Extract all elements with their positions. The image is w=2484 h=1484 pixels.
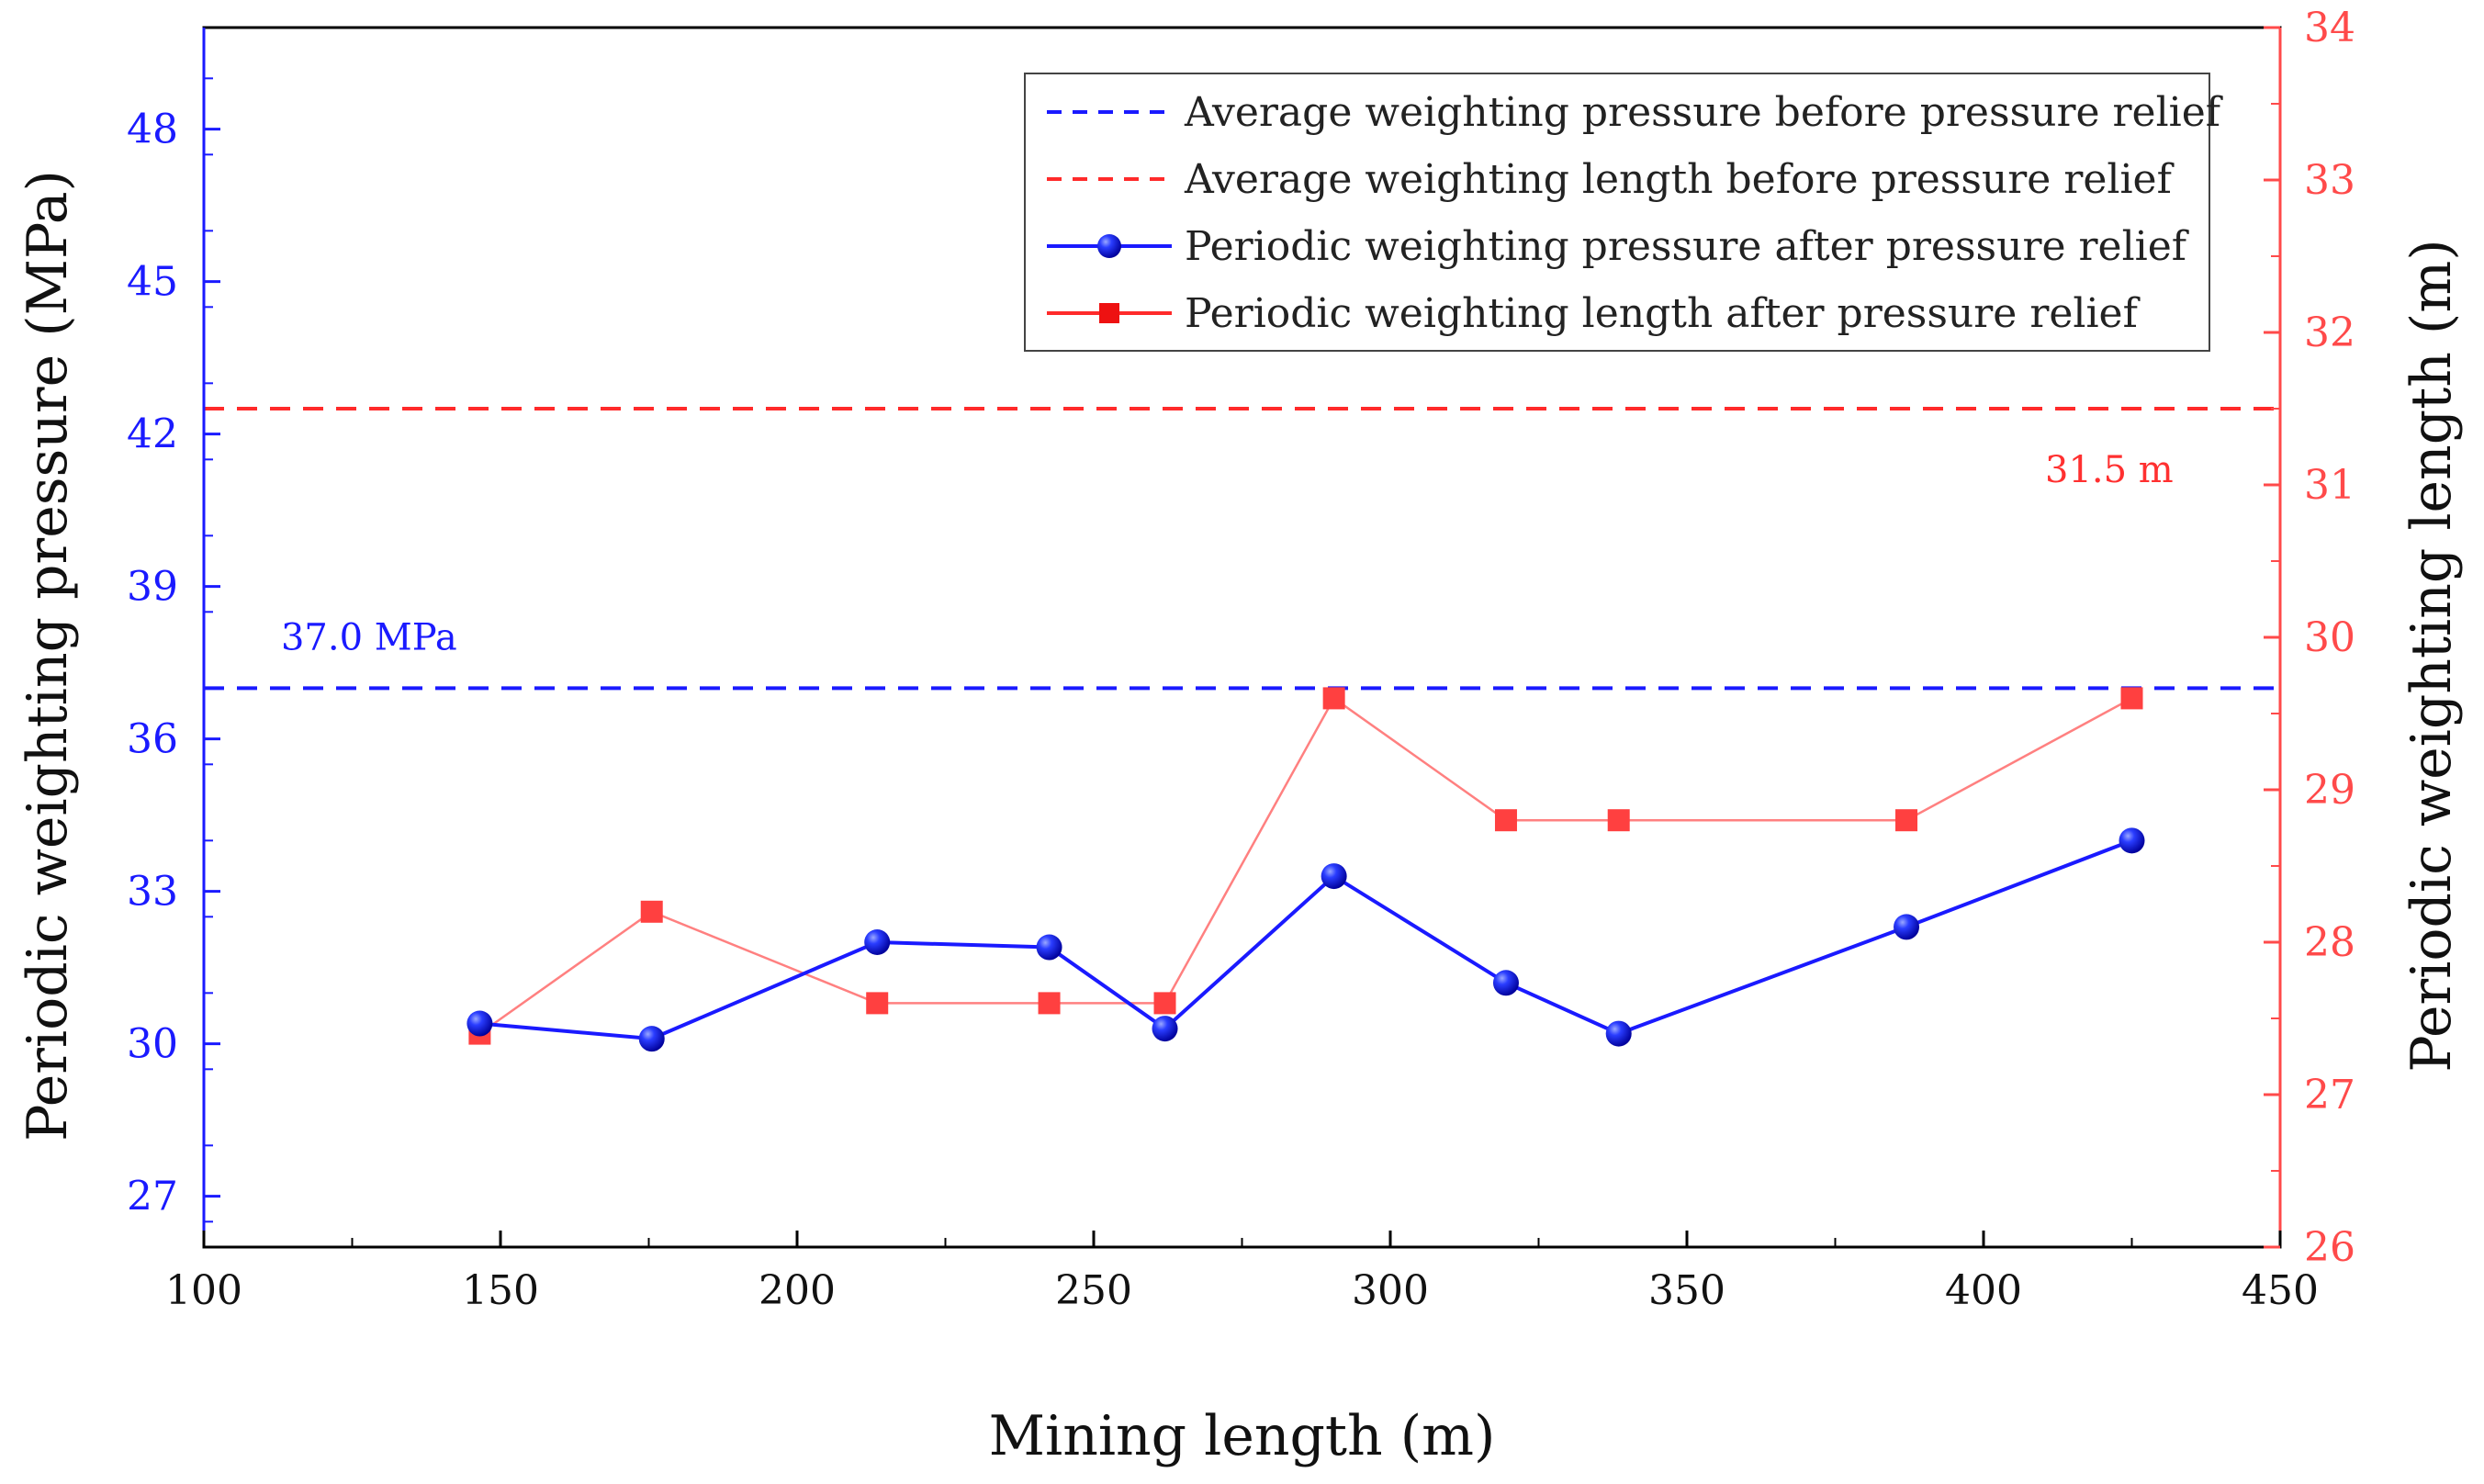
left-y-tick-label: 33: [127, 869, 178, 916]
length-data-point: [2120, 687, 2143, 710]
length-data-point: [1607, 809, 1630, 832]
left-y-tick-label: 30: [127, 1021, 178, 1068]
left-y-tick-label: 39: [127, 564, 178, 611]
pressure-data-point: [466, 1010, 493, 1037]
pressure-data-point: [1492, 970, 1519, 996]
left-y-tick-label: 36: [127, 716, 178, 763]
pressure-data-point: [2119, 827, 2145, 854]
x-tick-label: 400: [1945, 1267, 2022, 1314]
length-data-point: [1895, 809, 1918, 832]
length-series-line: [478, 696, 2133, 1035]
right-y-axis-title: Periodic weighting length (m): [2400, 239, 2464, 1072]
pressure-data-point: [1321, 863, 1347, 890]
length-data-point: [1153, 992, 1176, 1015]
length-data-point: [866, 992, 889, 1015]
x-axis-title: Mining length (m): [989, 1404, 1496, 1468]
legend-marker-square: [1099, 303, 1119, 323]
right-y-tick-label: 31: [2304, 462, 2355, 509]
x-tick-label: 200: [759, 1267, 836, 1314]
legend-label-pressure-series: Periodic weighting pressure after pressu…: [1185, 223, 2189, 270]
pressure-data-point: [864, 929, 891, 955]
x-tick-label: 350: [1648, 1267, 1725, 1314]
legend: Average weighting pressure before pressu…: [1024, 73, 2223, 352]
left-y-axis-title: Periodic weighting pressure (MPa): [16, 170, 80, 1141]
left-y-tick-label: 42: [127, 411, 178, 458]
left-y-tick-label: 45: [127, 259, 178, 306]
legend-box: [1024, 73, 2210, 352]
right-y-tick-label: 26: [2304, 1224, 2355, 1271]
right-y-tick-label: 28: [2304, 919, 2355, 966]
x-tick-label: 250: [1055, 1267, 1132, 1314]
right-y-tick-label: 29: [2304, 767, 2355, 814]
pressure-data-point: [638, 1026, 665, 1052]
right-y-tick-label: 30: [2304, 614, 2355, 661]
pressure-data-point: [1605, 1020, 1632, 1047]
right-y-tick-label: 32: [2304, 309, 2355, 356]
pressure-data-point: [1894, 914, 1920, 940]
pressure-data-point: [1036, 934, 1062, 961]
length-data-point: [1494, 809, 1517, 832]
right-y-tick-label: 33: [2304, 157, 2355, 204]
left-y-tick-label: 48: [127, 107, 178, 153]
length-data-point: [1038, 992, 1061, 1015]
left-y-tick-label: 27: [127, 1174, 178, 1220]
avg-length-annotation: 31.5 m: [2045, 449, 2174, 491]
legend-label-avg-pressure: Average weighting pressure before pressu…: [1184, 89, 2223, 136]
x-tick-label: 100: [165, 1267, 242, 1314]
legend-marker-circle: [1097, 234, 1121, 258]
right-y-tick-label: 27: [2304, 1072, 2355, 1119]
length-data-point: [1322, 687, 1345, 710]
legend-label-length-series: Periodic weighting length after pressure…: [1185, 290, 2141, 337]
x-tick-label: 150: [462, 1267, 539, 1314]
pressure-series-line: [479, 838, 2133, 1041]
x-tick-label: 450: [2242, 1267, 2319, 1314]
avg-pressure-annotation: 37.0 MPa: [281, 616, 457, 658]
length-data-point: [640, 900, 663, 923]
right-y-tick-label: 34: [2304, 5, 2355, 51]
pressure-data-point: [1152, 1016, 1178, 1042]
x-tick-label: 300: [1352, 1267, 1429, 1314]
legend-label-avg-length: Average weighting length before pressure…: [1184, 156, 2175, 203]
